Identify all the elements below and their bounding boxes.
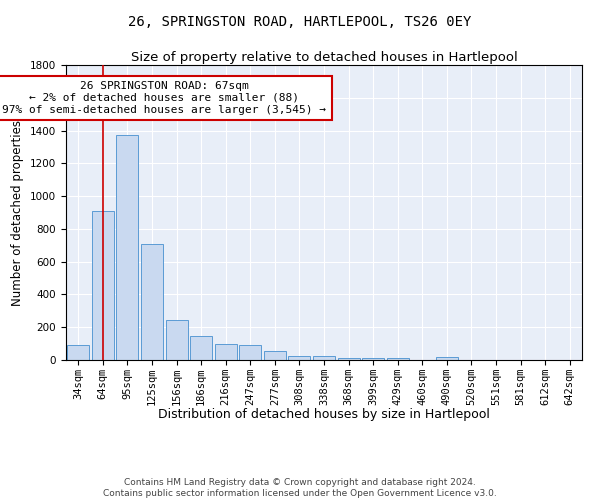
Bar: [386, 358, 409, 360]
Bar: [190, 336, 212, 360]
X-axis label: Distribution of detached houses by size in Hartlepool: Distribution of detached houses by size …: [158, 408, 490, 421]
Bar: [264, 351, 286, 360]
Bar: [239, 345, 262, 360]
Bar: [166, 320, 188, 360]
Bar: [313, 356, 335, 360]
Bar: [141, 244, 163, 360]
Y-axis label: Number of detached properties: Number of detached properties: [11, 120, 25, 306]
Bar: [92, 211, 114, 360]
Bar: [289, 356, 310, 360]
Bar: [338, 358, 359, 360]
Bar: [67, 345, 89, 360]
Bar: [116, 136, 139, 360]
Bar: [215, 344, 237, 360]
Bar: [362, 358, 384, 360]
Text: 26, SPRINGSTON ROAD, HARTLEPOOL, TS26 0EY: 26, SPRINGSTON ROAD, HARTLEPOOL, TS26 0E…: [128, 15, 472, 29]
Bar: [436, 356, 458, 360]
Title: Size of property relative to detached houses in Hartlepool: Size of property relative to detached ho…: [131, 51, 517, 64]
Text: 26 SPRINGSTON ROAD: 67sqm
← 2% of detached houses are smaller (88)
97% of semi-d: 26 SPRINGSTON ROAD: 67sqm ← 2% of detach…: [2, 82, 326, 114]
Text: Contains HM Land Registry data © Crown copyright and database right 2024.
Contai: Contains HM Land Registry data © Crown c…: [103, 478, 497, 498]
